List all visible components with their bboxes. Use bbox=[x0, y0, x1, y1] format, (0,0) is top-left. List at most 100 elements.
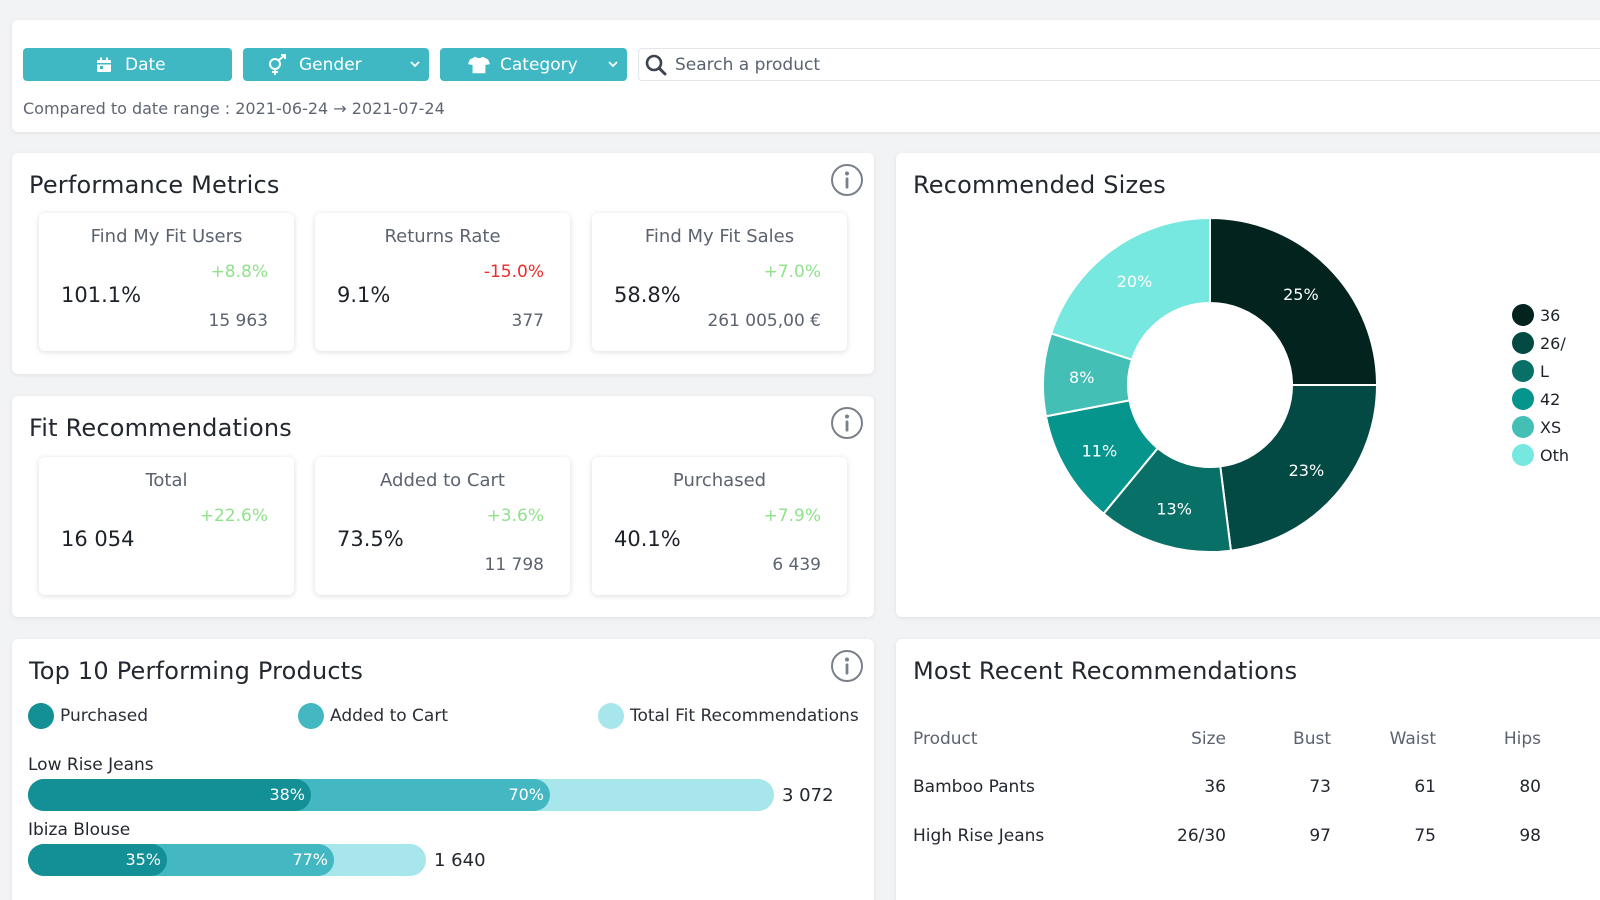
metric-delta: -15.0% bbox=[484, 262, 544, 282]
gender-filter-dropdown[interactable]: Gender bbox=[243, 48, 429, 81]
metric-subvalue: 261 005,00 € bbox=[707, 311, 821, 331]
legend-swatch bbox=[1512, 304, 1534, 326]
chevron-down-icon bbox=[605, 56, 621, 72]
column-header-product[interactable]: Product bbox=[913, 729, 978, 749]
legend-label: 36 bbox=[1540, 306, 1560, 325]
legend-swatch bbox=[598, 703, 624, 729]
metric-delta: +7.0% bbox=[764, 262, 821, 282]
search-input[interactable] bbox=[675, 55, 1575, 75]
legend-added-to-cart: Added to Cart bbox=[298, 703, 448, 729]
donut-slice-label: 20% bbox=[1117, 272, 1153, 291]
category-filter-dropdown[interactable]: Category bbox=[440, 48, 627, 81]
legend-swatch bbox=[28, 703, 54, 729]
cell-bust: 97 bbox=[1309, 826, 1331, 846]
date-filter-button[interactable]: Date bbox=[23, 48, 232, 81]
performance-metrics-card: Performance Metrics Find My Fit Users +8… bbox=[12, 153, 874, 374]
legend-item: 42 bbox=[1512, 388, 1560, 410]
category-filter-label: Category bbox=[500, 55, 578, 75]
metric-tile-find-my-fit-users: Find My Fit Users +8.8% 101.1% 15 963 bbox=[39, 213, 294, 351]
metric-tile-purchased: Purchased +7.9% 40.1% 6 439 bbox=[592, 457, 847, 595]
date-filter-label: Date bbox=[125, 55, 166, 75]
product-name: Low Rise Jeans bbox=[28, 755, 154, 775]
metric-tile-returns-rate: Returns Rate -15.0% 9.1% 377 bbox=[315, 213, 570, 351]
column-header-bust[interactable]: Bust bbox=[1293, 729, 1331, 749]
calendar-icon bbox=[93, 54, 115, 76]
fit-recommendations-title: Fit Recommendations bbox=[29, 414, 292, 442]
donut-slice-label: 8% bbox=[1069, 368, 1094, 387]
legend-label: 26/ bbox=[1540, 334, 1566, 353]
donut-slice-label: 13% bbox=[1156, 499, 1192, 518]
top-products-card: Top 10 Performing Products Purchased Add… bbox=[12, 639, 874, 900]
legend-swatch bbox=[1512, 416, 1534, 438]
legend-swatch bbox=[1512, 388, 1534, 410]
legend-label: Total Fit Recommendations bbox=[630, 706, 859, 726]
gender-icon bbox=[267, 54, 289, 76]
tshirt-icon bbox=[468, 54, 490, 76]
cell-product: High Rise Jeans bbox=[913, 826, 1044, 846]
performance-metrics-title: Performance Metrics bbox=[29, 171, 280, 199]
compare-date-range: Compared to date range : 2021-06-24 → 20… bbox=[23, 99, 445, 118]
legend-label: L bbox=[1540, 362, 1549, 381]
metric-tile-total: Total +22.6% 16 054 bbox=[39, 457, 294, 595]
recent-recommendations-card: Most Recent Recommendations Product Size… bbox=[896, 639, 1600, 900]
bar-label-purchased: 35% bbox=[28, 844, 161, 876]
cell-product: Bamboo Pants bbox=[913, 777, 1035, 797]
metric-title: Returns Rate bbox=[315, 226, 570, 247]
bar-total-count: 1 640 bbox=[434, 850, 486, 871]
chevron-down-icon bbox=[407, 56, 423, 72]
metric-tile-added-to-cart: Added to Cart +3.6% 73.5% 11 798 bbox=[315, 457, 570, 595]
legend-label: Oth bbox=[1540, 446, 1569, 465]
cell-size: 36 bbox=[1204, 777, 1226, 797]
legend-purchased: Purchased bbox=[28, 703, 148, 729]
product-search[interactable] bbox=[638, 48, 1600, 81]
recommended-sizes-donut-chart: 25% 23% 13% 11% 8% 20% bbox=[1000, 180, 1420, 600]
legend-swatch bbox=[1512, 444, 1534, 466]
legend-item: XS bbox=[1512, 416, 1561, 438]
info-icon[interactable] bbox=[830, 649, 864, 683]
top-products-title: Top 10 Performing Products bbox=[29, 657, 363, 685]
legend-total-fit-recommendations: Total Fit Recommendations bbox=[598, 703, 859, 729]
metric-subvalue: 11 798 bbox=[485, 555, 544, 575]
cell-waist: 75 bbox=[1414, 826, 1436, 846]
column-header-waist[interactable]: Waist bbox=[1390, 729, 1436, 749]
metric-subvalue: 6 439 bbox=[772, 555, 821, 575]
info-icon[interactable] bbox=[830, 406, 864, 440]
legend-label: XS bbox=[1540, 418, 1561, 437]
metric-value: 73.5% bbox=[337, 527, 404, 551]
metric-title: Added to Cart bbox=[315, 470, 570, 491]
column-header-hips[interactable]: Hips bbox=[1504, 729, 1541, 749]
legend-item: Oth bbox=[1512, 444, 1569, 466]
metric-subvalue: 15 963 bbox=[209, 311, 268, 331]
cell-size: 26/30 bbox=[1177, 826, 1226, 846]
legend-swatch bbox=[1512, 332, 1534, 354]
legend-swatch bbox=[298, 703, 324, 729]
product-name: Ibiza Blouse bbox=[28, 820, 130, 840]
metric-title: Find My Fit Sales bbox=[592, 226, 847, 247]
info-icon[interactable] bbox=[830, 163, 864, 197]
column-header-size[interactable]: Size bbox=[1191, 729, 1226, 749]
legend-label: Added to Cart bbox=[330, 706, 448, 726]
metric-value: 9.1% bbox=[337, 283, 390, 307]
cell-bust: 73 bbox=[1309, 777, 1331, 797]
legend-swatch bbox=[1512, 360, 1534, 382]
cell-waist: 61 bbox=[1414, 777, 1436, 797]
legend-item: 26/ bbox=[1512, 332, 1566, 354]
metric-value: 58.8% bbox=[614, 283, 681, 307]
cell-hips: 98 bbox=[1519, 826, 1541, 846]
metric-delta: +8.8% bbox=[211, 262, 268, 282]
cell-hips: 80 bbox=[1519, 777, 1541, 797]
metric-delta: +22.6% bbox=[200, 506, 268, 526]
gender-filter-label: Gender bbox=[299, 55, 362, 75]
legend-label: 42 bbox=[1540, 390, 1560, 409]
legend-item: 36 bbox=[1512, 304, 1560, 326]
legend-item: L bbox=[1512, 360, 1549, 382]
metric-subvalue: 377 bbox=[512, 311, 544, 331]
donut-slice-label: 25% bbox=[1283, 285, 1319, 304]
metric-title: Find My Fit Users bbox=[39, 226, 294, 247]
search-icon bbox=[645, 54, 667, 76]
metric-value: 16 054 bbox=[61, 527, 134, 551]
metric-delta: +7.9% bbox=[764, 506, 821, 526]
donut-slice-label: 11% bbox=[1082, 441, 1118, 460]
metric-tile-find-my-fit-sales: Find My Fit Sales +7.0% 58.8% 261 005,00… bbox=[592, 213, 847, 351]
metric-value: 40.1% bbox=[614, 527, 681, 551]
